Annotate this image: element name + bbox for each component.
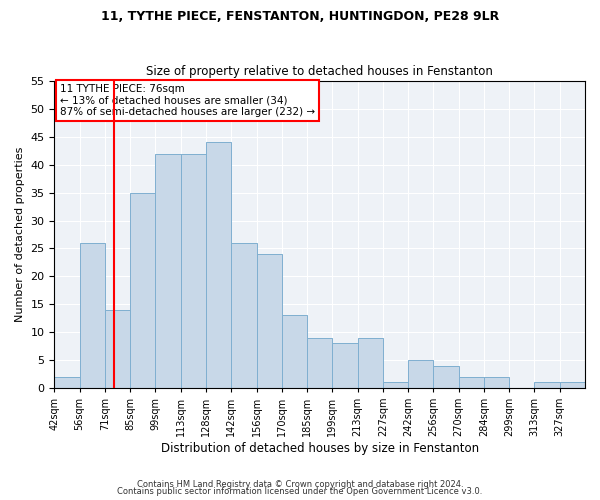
Bar	[358, 338, 383, 388]
Y-axis label: Number of detached properties: Number of detached properties	[15, 147, 25, 322]
Text: Contains public sector information licensed under the Open Government Licence v3: Contains public sector information licen…	[118, 487, 482, 496]
Bar	[257, 254, 282, 388]
Bar	[458, 377, 484, 388]
Bar	[484, 377, 509, 388]
Bar	[535, 382, 560, 388]
Bar	[307, 338, 332, 388]
Text: 11, TYTHE PIECE, FENSTANTON, HUNTINGDON, PE28 9LR: 11, TYTHE PIECE, FENSTANTON, HUNTINGDON,…	[101, 10, 499, 23]
Bar	[408, 360, 433, 388]
Bar	[282, 316, 307, 388]
Bar	[206, 142, 231, 388]
Text: Contains HM Land Registry data © Crown copyright and database right 2024.: Contains HM Land Registry data © Crown c…	[137, 480, 463, 489]
Bar	[231, 243, 257, 388]
Bar	[383, 382, 408, 388]
Title: Size of property relative to detached houses in Fenstanton: Size of property relative to detached ho…	[146, 66, 493, 78]
Bar	[105, 310, 130, 388]
Bar	[130, 192, 155, 388]
Text: 11 TYTHE PIECE: 76sqm
← 13% of detached houses are smaller (34)
87% of semi-deta: 11 TYTHE PIECE: 76sqm ← 13% of detached …	[60, 84, 315, 117]
X-axis label: Distribution of detached houses by size in Fenstanton: Distribution of detached houses by size …	[161, 442, 479, 455]
Bar	[332, 344, 358, 388]
Bar	[181, 154, 206, 388]
Bar	[55, 377, 80, 388]
Bar	[80, 243, 105, 388]
Bar	[560, 382, 585, 388]
Bar	[433, 366, 458, 388]
Bar	[155, 154, 181, 388]
